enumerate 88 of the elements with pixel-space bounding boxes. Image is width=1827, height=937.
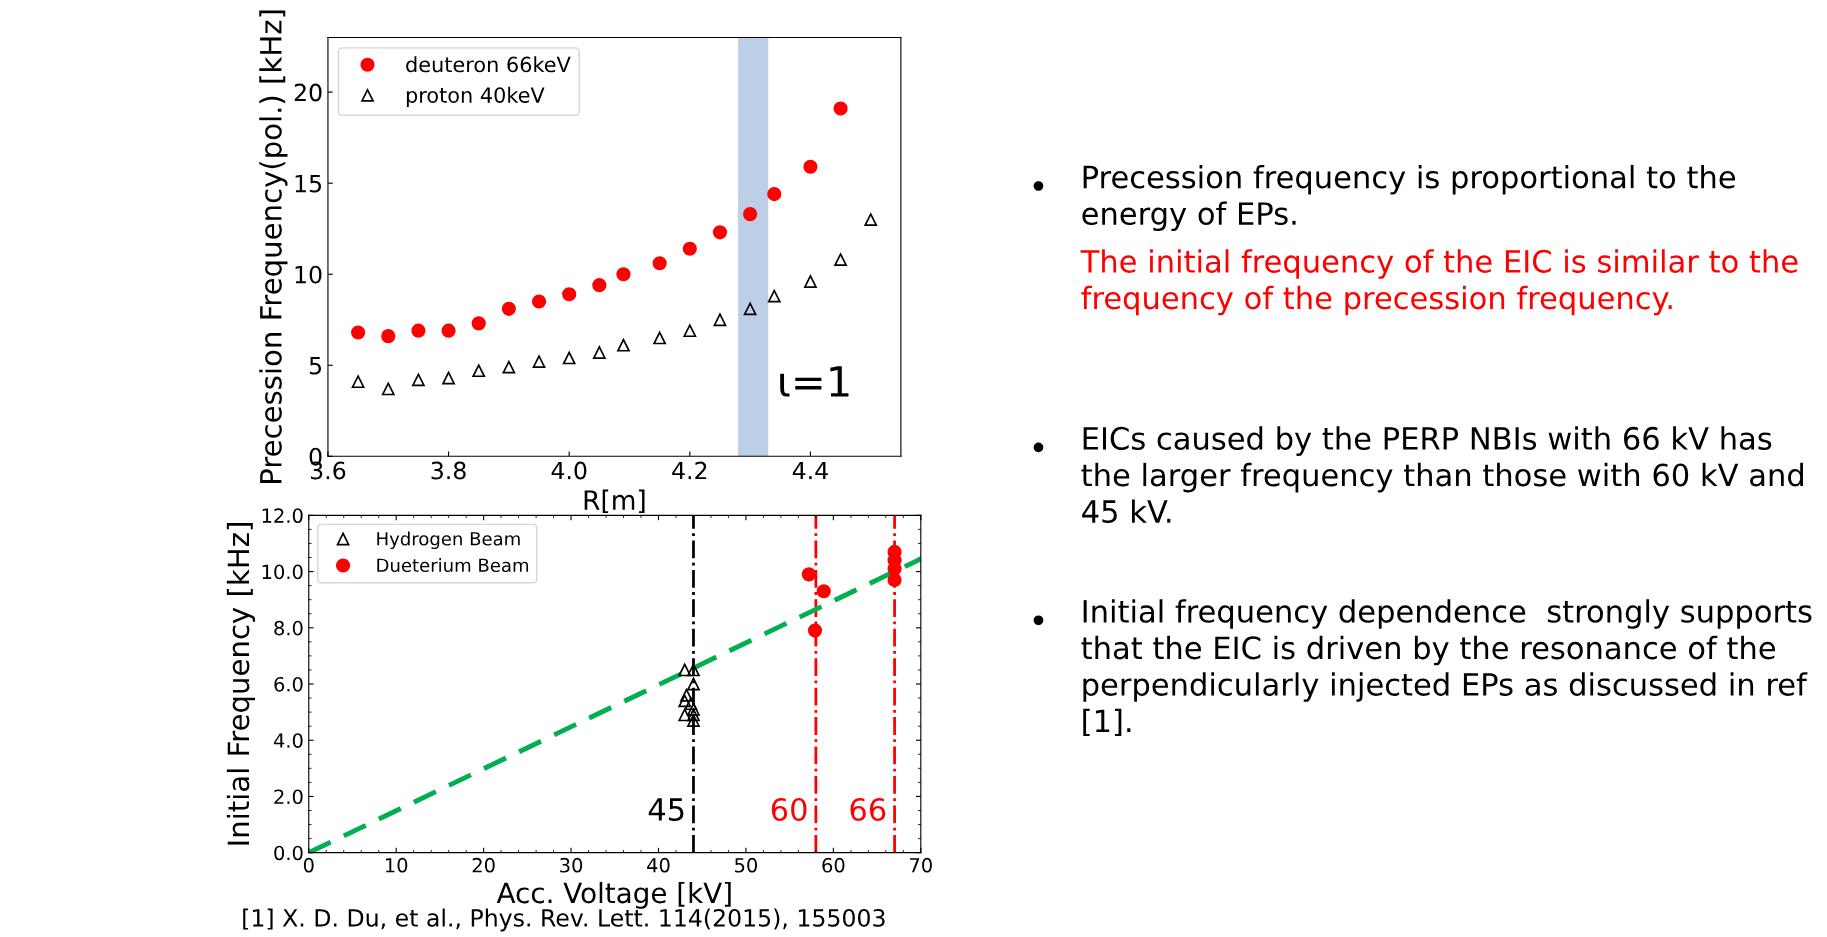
y-tick-label: 0.0 [274,845,303,861]
point [381,382,395,396]
point [687,677,700,691]
point [678,708,692,722]
point [687,663,700,677]
y-tick-label: 2.0 [274,789,303,805]
point [682,241,697,256]
y-tick-label: 6.0 [274,676,303,692]
point [411,323,426,338]
x-tick-label: 50 [735,857,758,873]
annotation: 66 [850,797,886,822]
x-tick-label: 40 [647,857,670,873]
point [807,623,823,638]
point [472,364,486,378]
point [653,331,667,345]
x-tick-label: 70 [910,857,932,873]
annotation: 60 [771,797,807,822]
point [712,225,728,240]
point [351,375,365,389]
point [502,360,516,374]
point [687,702,700,716]
point [743,207,758,222]
point [680,688,693,702]
annotation: 45 [648,798,684,822]
legend-label: Hydrogen Beam [377,531,520,550]
point [471,316,486,331]
point [687,714,700,727]
y-tick-label: 10.0 [262,564,303,580]
y-tick-label: 15 [295,174,322,193]
y-axis-title: Precession Frequency(pol.) [kHz] [259,10,288,483]
point [834,253,847,267]
y-tick-label: 8.0 [274,620,303,636]
y-tick-label: 20 [294,83,322,102]
point [678,663,692,677]
y-tick-label: 12.0 [262,508,303,524]
point [562,287,577,302]
x-tick-label: 20 [472,857,495,873]
point [684,697,698,711]
x-tick-label: 3.8 [431,461,466,480]
x-tick-label: 10 [385,857,408,873]
point [767,187,782,202]
point [743,302,757,316]
x-tick-label: 30 [560,857,583,873]
y-tick-label: 5 [309,357,322,375]
point [616,267,631,282]
text: Initial frequency dependence strongly supports that the EIC is driven by the resonance of the perpendicularly injected EPs as discussed in ref [1]. [1081,599,1812,737]
text: The initial frequency of the EIC is similar to the frequency of the precession frequency. [1080,249,1798,316]
legend-label: proton 40keV [406,86,545,107]
point [687,708,700,722]
point [678,694,692,708]
y-axis-title: Initial Frequency [kHz] [226,523,256,845]
point [816,584,831,599]
point [713,313,727,327]
point [683,324,697,338]
point [803,159,818,174]
point [887,572,902,588]
point [652,256,667,271]
point [864,213,878,226]
text: Precession frequency is proportional to the energy of EPs. [1082,164,1735,232]
legend-label: Dueterium Beam [377,558,529,573]
band-label: ι=1 [780,366,849,397]
point [617,338,630,352]
point [592,278,607,293]
point [562,351,576,365]
y-tick-label: 10 [295,265,322,284]
point [351,325,366,340]
text: [1] X. D. Du, et al., Phys. Rev. Lett. 114(2015), 155003 [243,908,885,932]
x-tick-label: 4.4 [792,461,828,480]
point [833,101,848,116]
y-tick-label: 4.0 [273,733,303,748]
text: EICs caused by the PERP NBIs with 66 kV has the larger frequency than those with 60 kV and 45 kV. [1081,426,1803,524]
point [442,371,455,385]
x-tick-label: 60 [822,857,845,873]
legend-label: deuteron 66keV [406,56,571,73]
x-axis-title: R[m] [584,489,645,514]
point [531,294,547,309]
x-axis-title: Acc. Voltage [kV] [496,881,731,909]
point [532,355,546,369]
x-tick-label: 4.2 [672,461,707,480]
point [441,323,456,338]
point [501,301,516,316]
point [412,373,425,387]
point [767,289,781,303]
point [592,346,606,359]
point [804,275,817,288]
point [801,567,816,582]
point [381,329,396,344]
x-tick-label: 4.0 [551,461,587,480]
